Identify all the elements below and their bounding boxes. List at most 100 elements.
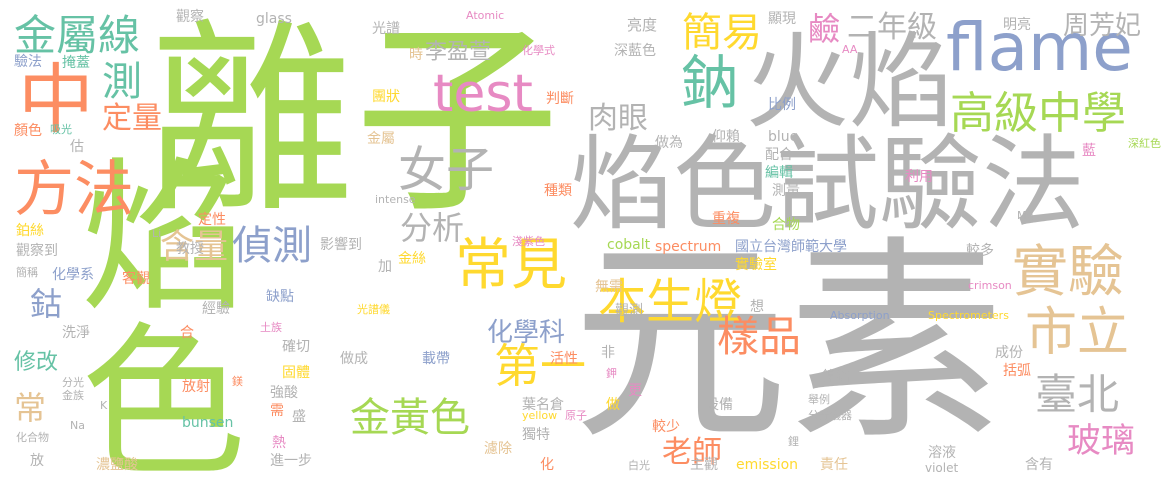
word: 玻璃 (1067, 421, 1135, 461)
word: 舉例 (808, 393, 830, 406)
word: 高級中學 (950, 88, 1126, 139)
word: 估 (70, 139, 84, 155)
word: 鈉 (671, 52, 739, 110)
word: 加 (378, 259, 392, 275)
word: 較少 (652, 419, 680, 435)
word: Li (152, 227, 162, 240)
word: 測 (102, 59, 142, 105)
word: 化學式 (522, 44, 555, 57)
word: 顏色 (14, 123, 42, 139)
word: 化合物 (16, 431, 49, 444)
word: 金黃色 (350, 395, 470, 441)
word: 鉀 (606, 367, 617, 380)
word: 主觀 (690, 457, 718, 473)
word: K (100, 399, 108, 412)
word: blue (768, 129, 799, 145)
word: 深紅色 (1128, 137, 1161, 150)
word: 無需 (595, 279, 623, 295)
word: 鋰 (788, 435, 799, 448)
word: Na (70, 419, 85, 432)
word: 實驗室 (735, 257, 777, 273)
word: 觀察到 (16, 243, 58, 259)
word: 做 (606, 397, 620, 413)
word: 化學系 (52, 267, 94, 283)
word: 偵測 (232, 223, 312, 269)
word: 溶液 (928, 445, 956, 461)
word: 藍 (1082, 143, 1096, 159)
word: 盛 (292, 409, 306, 425)
word: 做為 (655, 135, 683, 151)
word: 想 (750, 299, 764, 315)
word: Mg (1017, 209, 1034, 222)
word: 判斷 (546, 91, 574, 107)
word: emission (736, 457, 799, 473)
word: 定性 (198, 212, 226, 228)
word: 土族 (260, 321, 282, 334)
word: 熱 (272, 435, 286, 451)
word: 進一步 (270, 453, 312, 469)
word: 驗法 (14, 54, 42, 70)
word: crimson (968, 279, 1012, 292)
word: intense (375, 193, 416, 206)
word: 載帶 (422, 351, 450, 367)
word: 實驗 (1012, 240, 1124, 305)
word: flame (946, 9, 1133, 86)
word: 團狀 (372, 89, 400, 105)
word: 設備 (705, 397, 733, 413)
word: Absorption (830, 309, 890, 322)
word: 本生燈 (598, 274, 743, 330)
word: 括弧 (1003, 363, 1031, 379)
word: 老師 (662, 435, 722, 470)
word: cobalt (607, 237, 651, 253)
word: 分光 (62, 376, 84, 389)
word: 亮度 (627, 16, 658, 34)
word: 重複 (712, 211, 740, 227)
word: glass (256, 11, 292, 27)
word: 合 (180, 325, 194, 341)
word: 測量 (772, 183, 800, 199)
word: 臺北 (1035, 370, 1120, 419)
word: 含有 (1025, 457, 1053, 473)
word: Spectrometers (928, 309, 1009, 322)
word: 常 (14, 389, 47, 427)
word: 焰色試驗法 (570, 125, 1085, 245)
word: 含量 (160, 227, 228, 267)
word: violet (925, 461, 959, 475)
word: 修改 (14, 350, 59, 375)
word: 觀測 (615, 303, 643, 319)
word: 非 (601, 345, 615, 361)
word: 金屬 (367, 131, 395, 147)
word: 鈷 (30, 285, 63, 323)
word: 濾除 (484, 441, 512, 457)
word: 市立 (1025, 303, 1130, 363)
word: 鎳鉻 (822, 369, 850, 385)
word: 中 (18, 55, 94, 144)
word: 焰色 (53, 150, 245, 480)
word: 強酸 (270, 385, 298, 401)
word: yellow (522, 409, 558, 422)
word: 周芳妃 (1063, 11, 1142, 41)
word: 放 (30, 453, 44, 469)
word: 利用 (905, 169, 933, 185)
word: 光譜 (372, 21, 400, 37)
word: test (433, 64, 533, 124)
word: 需 (270, 403, 284, 419)
word: 活性 (550, 351, 578, 367)
word: 李盈萱 (425, 40, 492, 65)
word: 女子 (398, 142, 495, 198)
word: 國立台灣師範大學 (735, 239, 847, 255)
word: 經驗 (202, 301, 230, 317)
word: 明亮 (1003, 17, 1031, 33)
word: 鉑絲 (16, 223, 44, 239)
word: 編輯 (765, 165, 793, 181)
word: 分析 (400, 209, 465, 247)
word: 做成 (340, 351, 368, 367)
word: 鹼 (808, 10, 841, 48)
word: 較多 (966, 243, 994, 259)
word: Atomic (466, 9, 505, 22)
word: 定量 (102, 101, 162, 136)
word: 二年級 (847, 10, 937, 45)
word: 比例 (768, 97, 796, 113)
word: 吸光 (50, 123, 72, 136)
